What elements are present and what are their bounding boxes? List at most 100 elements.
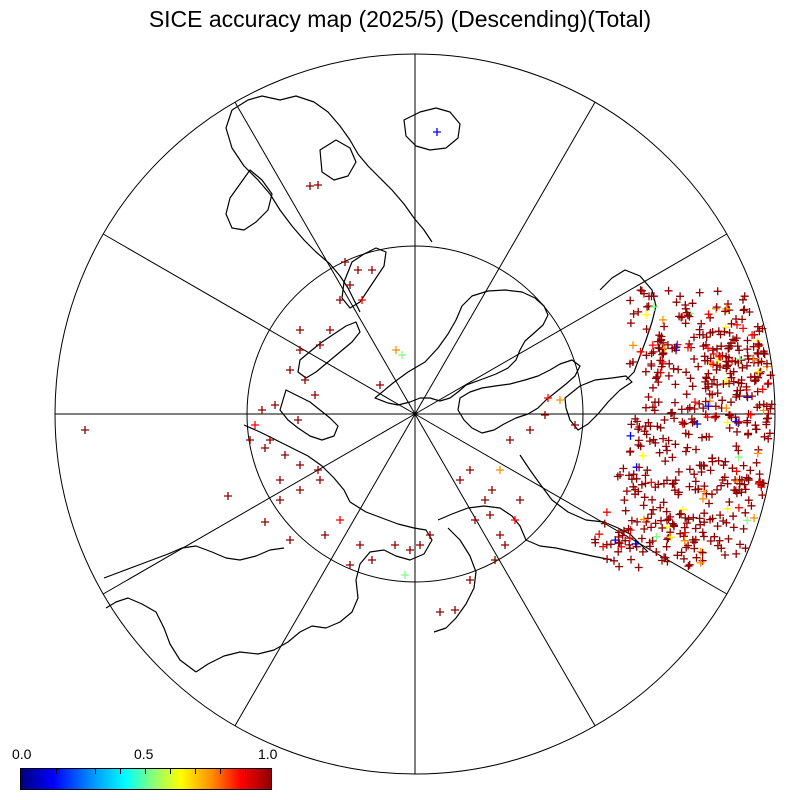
accuracy-marker	[602, 540, 611, 549]
accuracy-marker	[697, 319, 706, 328]
accuracy-marker	[753, 387, 762, 396]
accuracy-marker	[81, 426, 89, 434]
accuracy-marker	[726, 369, 735, 378]
accuracy-marker	[336, 516, 344, 524]
accuracy-marker	[624, 524, 633, 533]
accuracy-marker	[645, 437, 654, 446]
accuracy-marker	[753, 322, 762, 331]
accuracy-marker	[516, 496, 524, 504]
accuracy-marker	[696, 558, 705, 567]
accuracy-marker	[722, 364, 731, 373]
accuracy-marker	[659, 498, 668, 507]
accuracy-marker	[642, 310, 651, 319]
accuracy-marker	[626, 319, 635, 328]
accuracy-marker	[634, 307, 643, 316]
novaya-zemlya-coast	[297, 321, 361, 379]
accuracy-marker	[753, 449, 762, 458]
accuracy-marker	[662, 542, 671, 551]
accuracy-marker	[710, 532, 719, 541]
accuracy-marker	[651, 483, 660, 492]
accuracy-marker	[671, 440, 680, 449]
accuracy-marker	[666, 528, 675, 537]
accuracy-marker	[717, 342, 726, 351]
accuracy-marker	[732, 417, 741, 426]
accuracy-marker	[684, 343, 692, 352]
accuracy-marker	[647, 510, 656, 519]
accuracy-marker	[750, 372, 759, 381]
accuracy-marker	[745, 308, 754, 316]
meridian-line	[234, 413, 416, 727]
accuracy-marker	[251, 421, 259, 429]
accuracy-marker	[690, 333, 698, 342]
accuracy-marker	[727, 319, 736, 328]
accuracy-marker	[725, 328, 734, 337]
accuracy-marker	[725, 424, 734, 432]
accuracy-marker	[668, 453, 677, 462]
accuracy-marker	[703, 380, 712, 388]
accuracy-marker	[685, 560, 694, 569]
accuracy-marker	[765, 429, 774, 438]
accuracy-marker	[620, 526, 628, 535]
accuracy-marker	[698, 528, 707, 537]
accuracy-marker	[732, 549, 741, 558]
accuracy-marker	[734, 378, 743, 387]
accuracy-marker	[713, 389, 722, 398]
accuracy-marker	[755, 341, 764, 350]
accuracy-marker	[737, 488, 746, 497]
accuracy-marker	[710, 375, 718, 384]
accuracy-marker	[602, 508, 611, 517]
accuracy-marker	[700, 462, 709, 470]
accuracy-marker	[281, 451, 289, 459]
meridian-line	[414, 413, 728, 595]
accuracy-marker	[640, 493, 649, 502]
accuracy-marker	[651, 398, 659, 407]
scandinavia-coast	[225, 95, 433, 313]
accuracy-marker	[713, 522, 722, 531]
accuracy-marker	[681, 319, 690, 328]
accuracy-marker	[271, 401, 279, 409]
accuracy-marker	[311, 391, 319, 399]
accuracy-marker	[733, 342, 742, 351]
accuracy-marker	[683, 443, 692, 452]
accuracy-marker	[595, 530, 604, 539]
accuracy-marker	[746, 466, 755, 475]
accuracy-marker	[719, 461, 728, 470]
accuracy-marker	[723, 479, 732, 488]
accuracy-marker	[639, 515, 648, 524]
accuracy-marker	[625, 534, 634, 543]
accuracy-marker	[695, 325, 704, 334]
accuracy-marker	[699, 461, 708, 470]
accuracy-marker	[743, 345, 752, 354]
colorbar-tick	[195, 768, 196, 774]
accuracy-marker	[664, 436, 673, 445]
accuracy-marker	[729, 335, 737, 344]
accuracy-marker	[733, 427, 741, 436]
accuracy-marker	[506, 436, 514, 444]
accuracy-marker	[276, 496, 284, 504]
accuracy-marker	[696, 547, 705, 556]
accuracy-marker	[649, 505, 658, 514]
accuracy-marker	[306, 182, 314, 190]
accuracy-marker	[760, 432, 769, 441]
accuracy-marker	[719, 517, 728, 525]
accuracy-marker	[633, 417, 642, 426]
accuracy-marker	[704, 402, 713, 411]
accuracy-marker	[652, 548, 661, 556]
accuracy-marker	[764, 409, 773, 418]
accuracy-marker	[706, 466, 715, 475]
accuracy-marker	[662, 442, 671, 451]
accuracy-marker	[752, 458, 761, 467]
accuracy-marker	[616, 470, 624, 479]
accuracy-marker	[336, 296, 344, 304]
accuracy-marker	[314, 466, 322, 474]
accuracy-marker	[628, 358, 637, 366]
accuracy-marker	[663, 340, 672, 349]
accuracy-marker	[744, 429, 753, 438]
arctic-archipelago-coast	[457, 359, 581, 434]
accuracy-marker	[621, 506, 630, 515]
accuracy-marker	[725, 411, 734, 420]
accuracy-marker	[697, 468, 706, 476]
accuracy-marker	[668, 344, 677, 353]
accuracy-marker	[704, 344, 712, 353]
colorbar-mid-label: 0.5	[134, 746, 154, 762]
